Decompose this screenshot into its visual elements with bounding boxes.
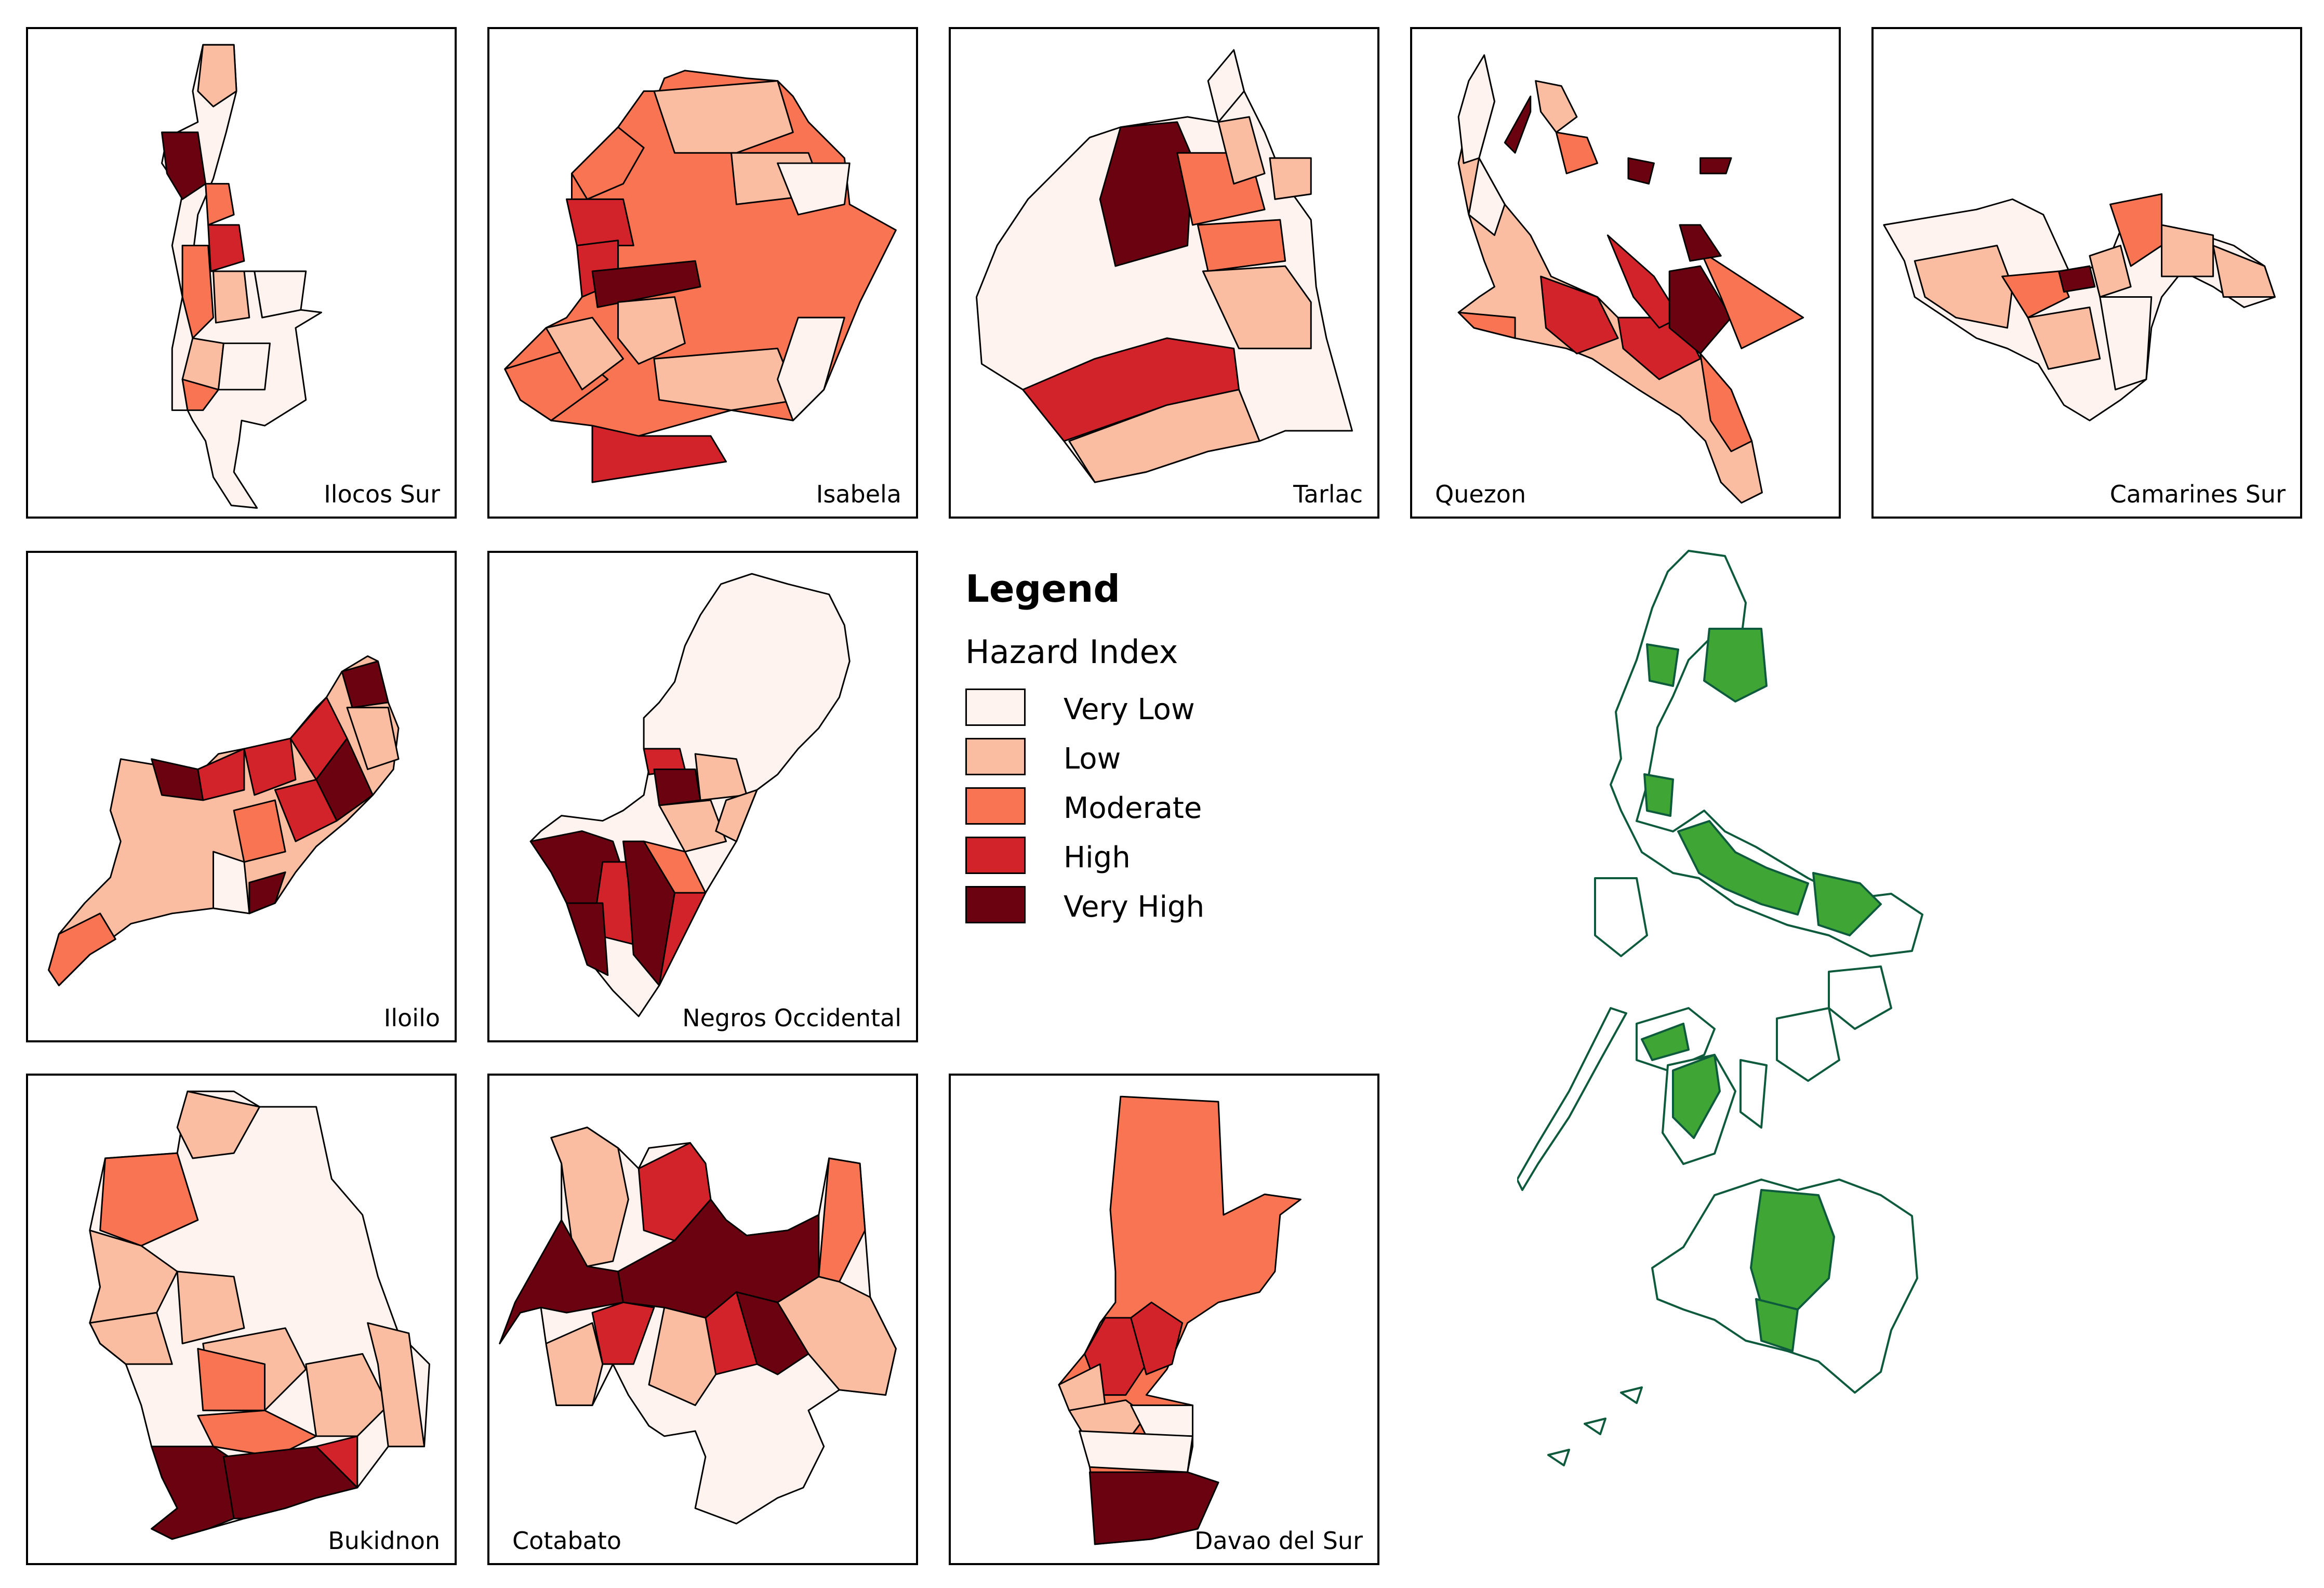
legend-item-low: Low: [965, 738, 1329, 776]
map-davao-del-sur: [1058, 1095, 1302, 1545]
map-ilocos-sur: [161, 44, 322, 509]
region-highlight: [1641, 1023, 1690, 1061]
legend-item-high: High: [965, 837, 1329, 875]
legend-label: Very High: [1064, 890, 1205, 924]
map-bukidnon: [89, 1090, 430, 1540]
panel-camarines-sur: Camarines Sur: [1871, 27, 2302, 519]
region-highlight: [1812, 872, 1882, 936]
region-islet: [1584, 1418, 1606, 1435]
panel-label: Quezon: [1435, 480, 1526, 508]
legend-swatch: [965, 738, 1026, 775]
region-highlight: [1703, 628, 1768, 703]
panel-label: Isabela: [816, 480, 901, 508]
region-highlight: [1677, 820, 1809, 916]
legend-label: Very Low: [1064, 693, 1195, 726]
panel-label: Iloilo: [383, 1004, 440, 1032]
panel-iloilo: Iloilo: [26, 551, 457, 1042]
panel-bukidnon: Bukidnon: [26, 1074, 457, 1565]
region-highlight: [1646, 643, 1679, 687]
map-tarlac: [976, 49, 1353, 483]
legend-swatch: [965, 689, 1026, 726]
panel-cotabato: Cotabato: [487, 1074, 918, 1565]
panel-label: Negros Occidental: [682, 1004, 901, 1032]
map-cotabato: [499, 1127, 897, 1525]
panel-label: Ilocos Sur: [324, 480, 440, 508]
map-camarines-sur: [1883, 193, 2276, 421]
panel-label: Camarines Sur: [2109, 480, 2286, 508]
legend-label: Moderate: [1064, 791, 1202, 825]
panel-label: Cotabato: [512, 1527, 622, 1555]
panel-label: Davao del Sur: [1194, 1527, 1363, 1555]
region-leyte: [1776, 1007, 1840, 1082]
map-iloilo: [48, 655, 400, 986]
region-highlight: [1643, 773, 1674, 817]
region-islet: [1547, 1449, 1570, 1466]
region-mindoro: [1594, 877, 1648, 957]
panel-label: Bukidnon: [328, 1527, 440, 1555]
legend-item-moderate: Moderate: [965, 787, 1329, 826]
panel-ilocos-sur: Ilocos Sur: [26, 27, 457, 519]
region-samar: [1828, 965, 1892, 1030]
region-islet: [1620, 1386, 1643, 1404]
region-palawan: [1516, 1007, 1627, 1191]
legend-title: Legend: [965, 567, 1120, 611]
panel-davao-del-sur: Davao del Sur: [949, 1074, 1379, 1565]
panel-label: Tarlac: [1293, 480, 1363, 508]
legend-swatch: [965, 837, 1026, 874]
legend-swatch: [965, 886, 1026, 923]
region-highlight: [1672, 1054, 1721, 1139]
legend-label: Low: [1064, 742, 1121, 776]
legend-label: High: [1064, 841, 1131, 875]
region-luzon: [1610, 550, 1923, 957]
map-negros-occidental: [529, 573, 851, 1017]
legend-item-very-low: Very Low: [965, 689, 1329, 727]
panel-negros-occidental: Negros Occidental: [487, 551, 918, 1042]
legend-swatch: [965, 787, 1026, 825]
region-highlight: [1755, 1298, 1799, 1352]
philippines-outline-map: [1516, 550, 1923, 1466]
legend-item-very-high: Very High: [965, 886, 1329, 924]
region-cebu: [1739, 1059, 1768, 1129]
overview-map: [1516, 540, 2245, 1559]
map-isabela: [504, 70, 897, 483]
legend: Legend Hazard Index Very Low Low Moderat…: [965, 564, 1329, 938]
legend-subtitle: Hazard Index: [965, 633, 1178, 671]
panel-quezon: Quezon: [1410, 27, 1841, 519]
panel-tarlac: Tarlac: [949, 27, 1379, 519]
panel-isabela: Isabela: [487, 27, 918, 519]
map-quezon: [1457, 54, 1804, 504]
